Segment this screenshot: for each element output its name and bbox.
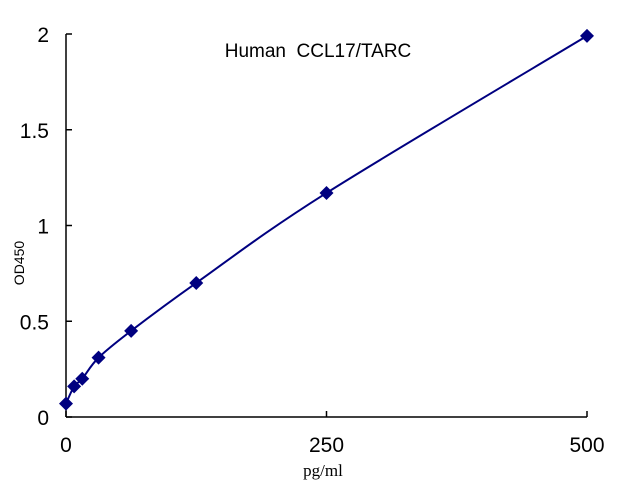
data-point-marker (91, 350, 106, 365)
data-point-marker (319, 185, 334, 200)
x-tick-label: 0 (60, 434, 72, 457)
data-point-marker (124, 323, 139, 338)
data-point-marker (75, 371, 90, 386)
y-tick-label: 2 (37, 24, 49, 47)
fit-curve (65, 35, 588, 405)
y-tick-label: 0 (37, 407, 49, 430)
data-point-marker (580, 28, 594, 43)
y-tick-label: 1 (37, 216, 49, 239)
data-point-marker (67, 379, 82, 394)
x-tick-label: 500 (569, 434, 604, 457)
y-tick-label: 0.5 (20, 311, 49, 334)
x-ticks: 0 250 500 (60, 411, 605, 457)
y-ticks: 0 0.5 1 1.5 2 (20, 24, 72, 430)
data-markers (59, 28, 594, 411)
x-tick-label: 250 (309, 434, 344, 457)
data-point-marker (189, 275, 204, 290)
chart-title: Human CCL17/TARC (225, 41, 412, 62)
data-point-marker (59, 396, 73, 411)
x-axis-label: pg/ml (303, 461, 343, 480)
axes (65, 34, 587, 418)
y-tick-label: 1.5 (20, 120, 49, 143)
y-axis-label: OD450 (11, 241, 27, 286)
